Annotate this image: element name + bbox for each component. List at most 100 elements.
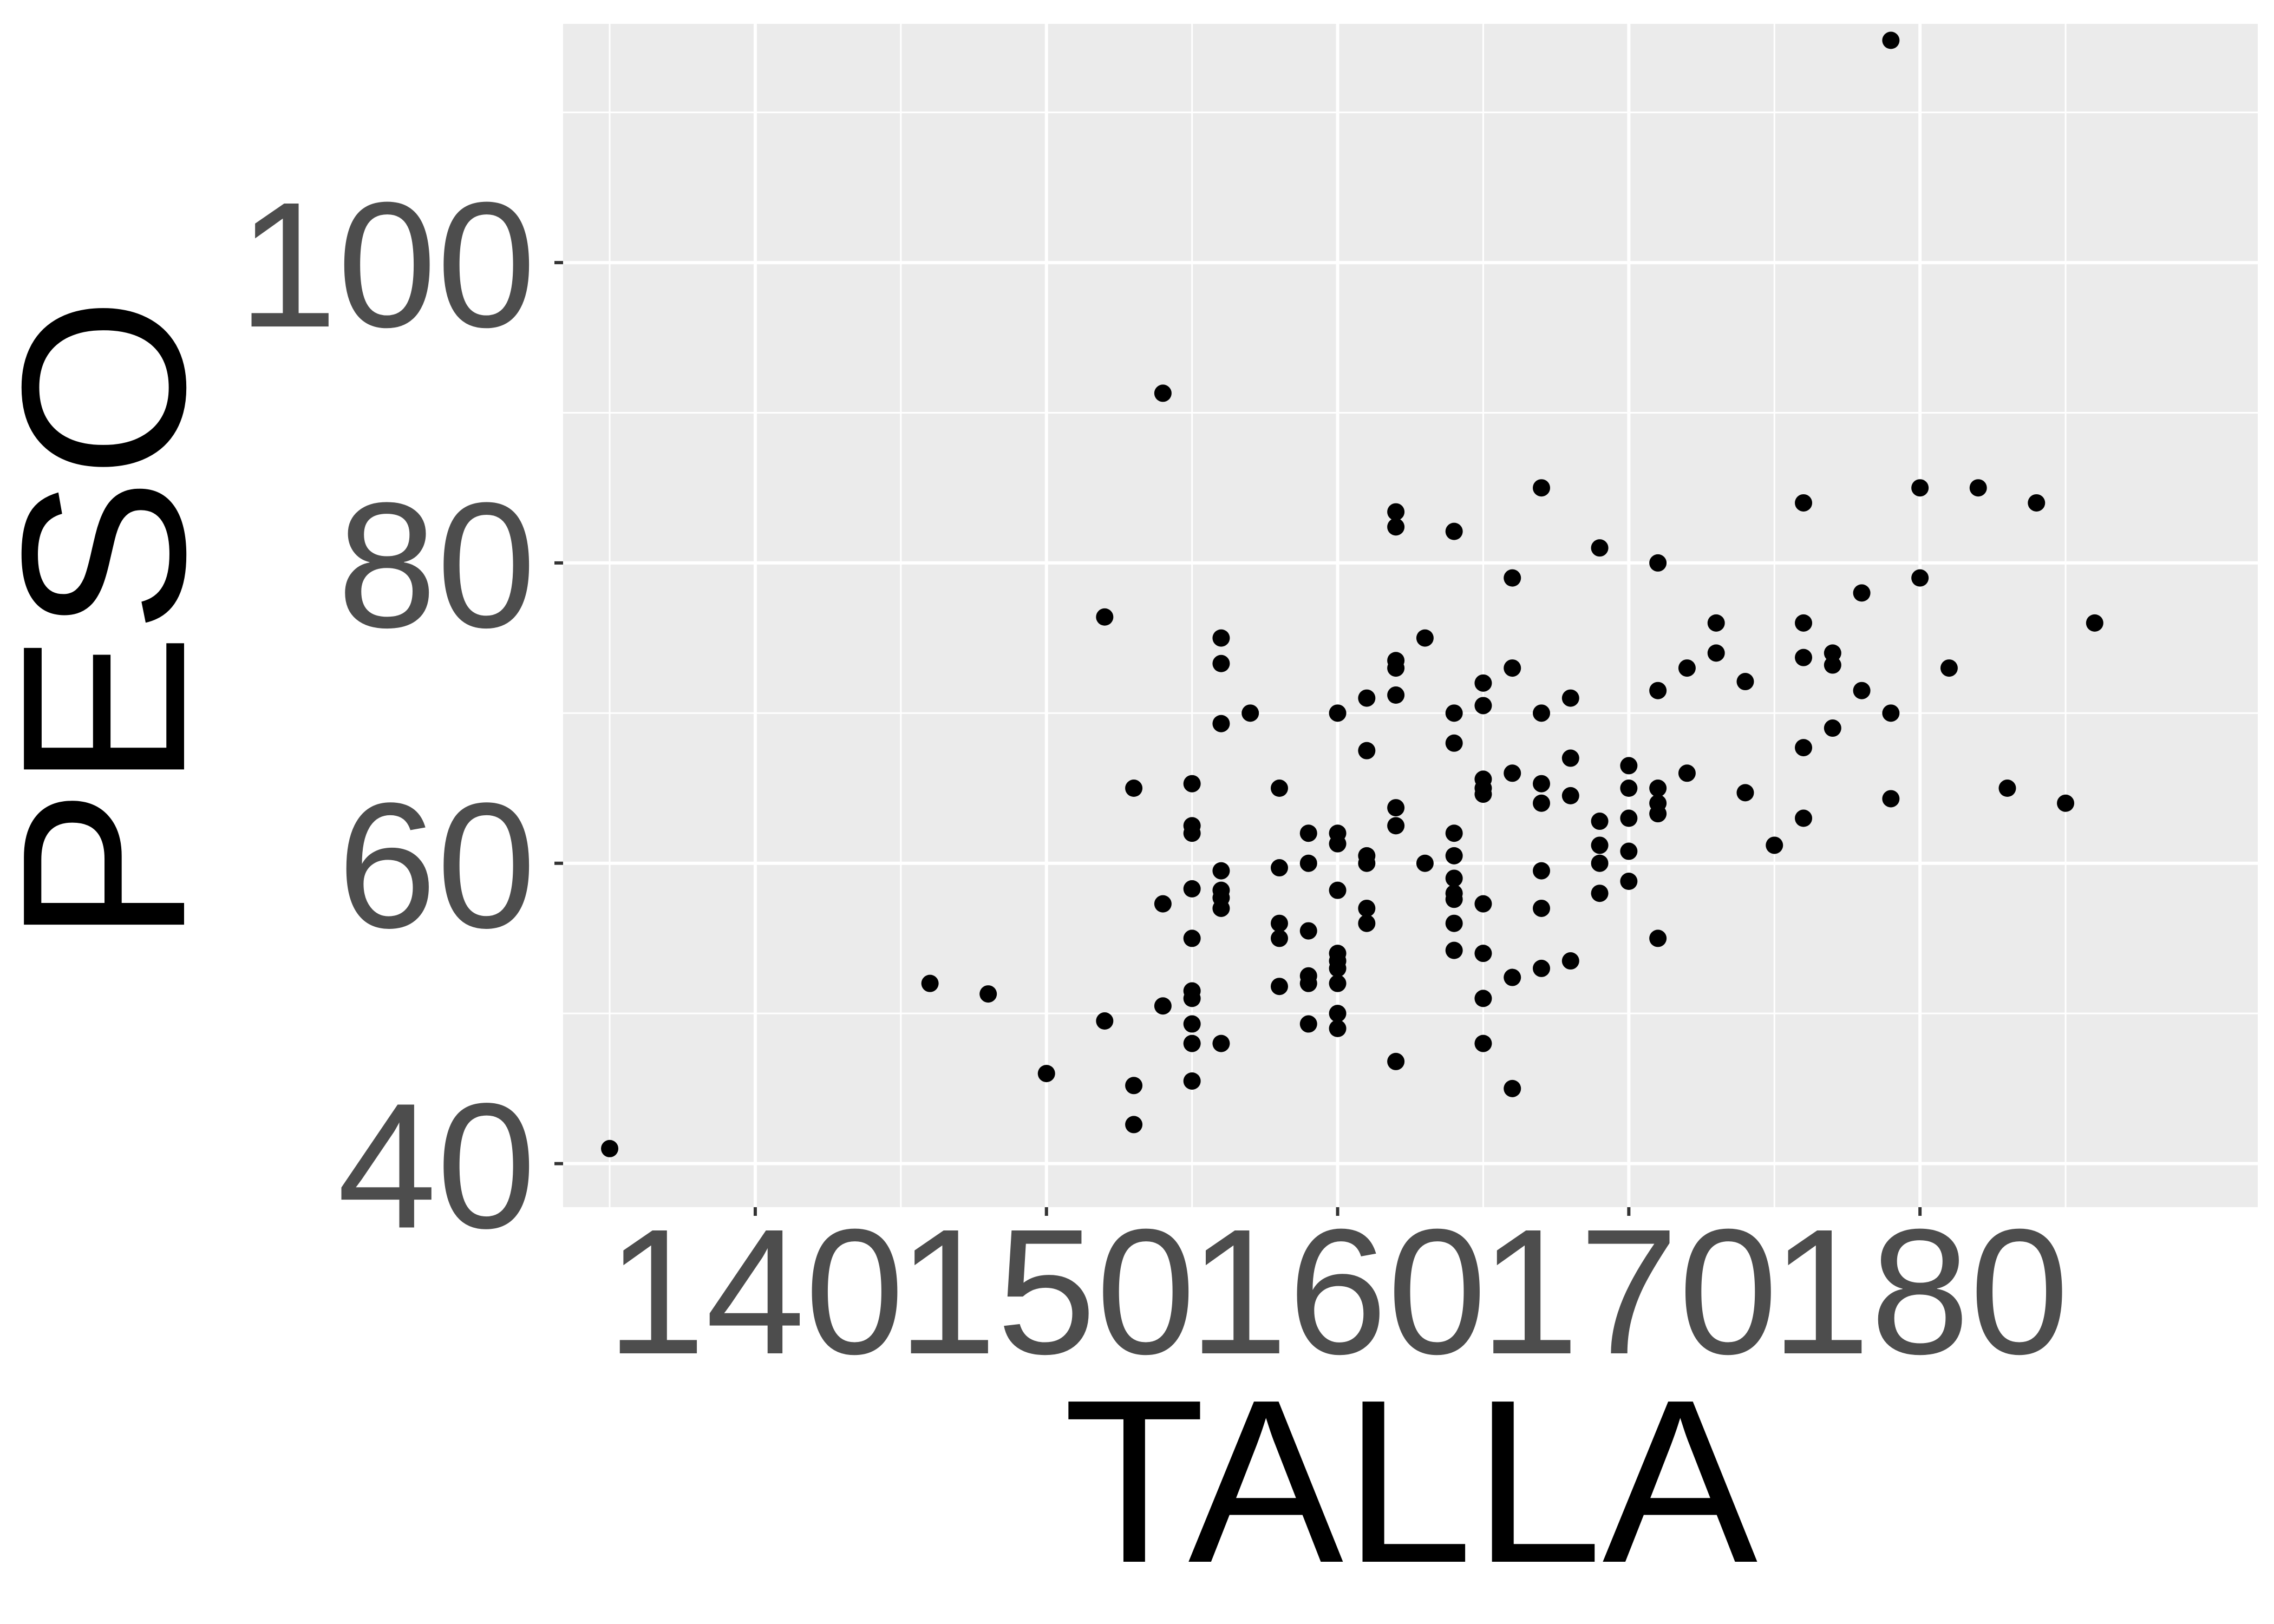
data-point: [1649, 929, 1667, 947]
data-point: [1649, 805, 1667, 823]
data-point: [1358, 914, 1376, 932]
data-point: [1882, 790, 1900, 808]
data-point: [1270, 914, 1288, 932]
data-point: [921, 974, 939, 992]
data-point: [1212, 629, 1230, 647]
data-point: [1445, 522, 1463, 540]
data-point: [1882, 31, 1900, 49]
data-point: [1533, 899, 1551, 917]
data-point: [1678, 659, 1696, 677]
data-point: [1824, 644, 1841, 662]
data-point: [1183, 1015, 1201, 1033]
y-tick-label: 40: [337, 1066, 536, 1266]
data-point: [2057, 794, 2075, 812]
data-point: [1853, 584, 1871, 602]
data-point: [1270, 780, 1288, 797]
data-point: [1911, 479, 1929, 497]
data-point: [1504, 569, 1521, 587]
data-point: [1504, 764, 1521, 782]
data-point: [1795, 809, 1813, 827]
y-tick-label: 100: [238, 165, 536, 364]
data-point: [1824, 719, 1841, 737]
data-point: [1649, 780, 1667, 797]
data-point: [1212, 899, 1230, 917]
data-points: [601, 31, 2103, 1157]
data-point: [1561, 787, 1579, 804]
data-point: [1154, 384, 1172, 402]
x-tick-label: 160: [1188, 1191, 1487, 1391]
data-point: [2028, 494, 2046, 512]
data-point: [1707, 644, 1725, 662]
data-point: [1445, 824, 1463, 842]
data-point: [1299, 922, 1317, 940]
data-point: [1474, 674, 1492, 692]
data-point: [1387, 799, 1405, 817]
data-point: [1824, 656, 1841, 674]
x-tick-label: 170: [1480, 1191, 1778, 1391]
data-point: [1533, 479, 1551, 497]
x-axis-title: TALLA: [1063, 1352, 1759, 1612]
x-tick-label: 180: [1771, 1191, 2069, 1391]
data-point: [1474, 1034, 1492, 1052]
data-point: [1154, 895, 1172, 913]
data-point: [1940, 659, 1958, 677]
data-point: [1358, 689, 1376, 707]
data-point: [1387, 1052, 1405, 1070]
data-point: [1299, 1015, 1317, 1033]
data-point: [1037, 1065, 1055, 1083]
data-point: [1795, 739, 1813, 757]
data-point: [1533, 862, 1551, 880]
data-point: [1212, 1034, 1230, 1052]
data-point: [1183, 824, 1201, 842]
data-point: [601, 1140, 619, 1157]
axis-ticks: [554, 261, 1922, 1216]
data-point: [1416, 854, 1434, 872]
data-point: [1445, 890, 1463, 908]
data-point: [1125, 780, 1143, 797]
data-point: [1533, 775, 1551, 793]
data-point: [1795, 614, 1813, 632]
data-point: [1620, 842, 1638, 860]
data-point: [1649, 554, 1667, 572]
y-tick-labels: 40 60 80 100: [238, 165, 536, 1265]
data-point: [1474, 945, 1492, 962]
data-point: [1620, 757, 1638, 775]
data-point: [1620, 873, 1638, 890]
data-point: [1504, 1079, 1521, 1097]
data-point: [1183, 1034, 1201, 1052]
data-point: [1125, 1116, 1143, 1134]
data-point: [1212, 715, 1230, 732]
data-point: [1183, 990, 1201, 1007]
data-point: [1533, 794, 1551, 812]
data-point: [1474, 697, 1492, 715]
data-point: [1241, 704, 1259, 722]
data-point: [1183, 775, 1201, 793]
data-point: [1591, 854, 1609, 872]
data-point: [1445, 869, 1463, 887]
data-point: [1387, 518, 1405, 536]
data-point: [1212, 862, 1230, 880]
data-point: [1387, 503, 1405, 521]
data-point: [1096, 1012, 1114, 1030]
data-point: [1504, 659, 1521, 677]
data-point: [1299, 854, 1317, 872]
data-point: [1474, 895, 1492, 913]
data-point: [1358, 742, 1376, 759]
data-point: [1183, 880, 1201, 898]
y-tick-label: 60: [337, 765, 536, 965]
data-point: [1561, 689, 1579, 707]
data-point: [1329, 974, 1347, 992]
data-point: [1766, 836, 1783, 854]
data-point: [1561, 952, 1579, 970]
data-point: [1736, 784, 1754, 802]
data-point: [1416, 629, 1434, 647]
data-point: [1329, 1019, 1347, 1037]
data-point: [1591, 836, 1609, 854]
data-point: [1504, 968, 1521, 986]
data-point: [1445, 704, 1463, 722]
data-point: [1387, 686, 1405, 704]
data-point: [1561, 749, 1579, 767]
data-point: [1678, 764, 1696, 782]
